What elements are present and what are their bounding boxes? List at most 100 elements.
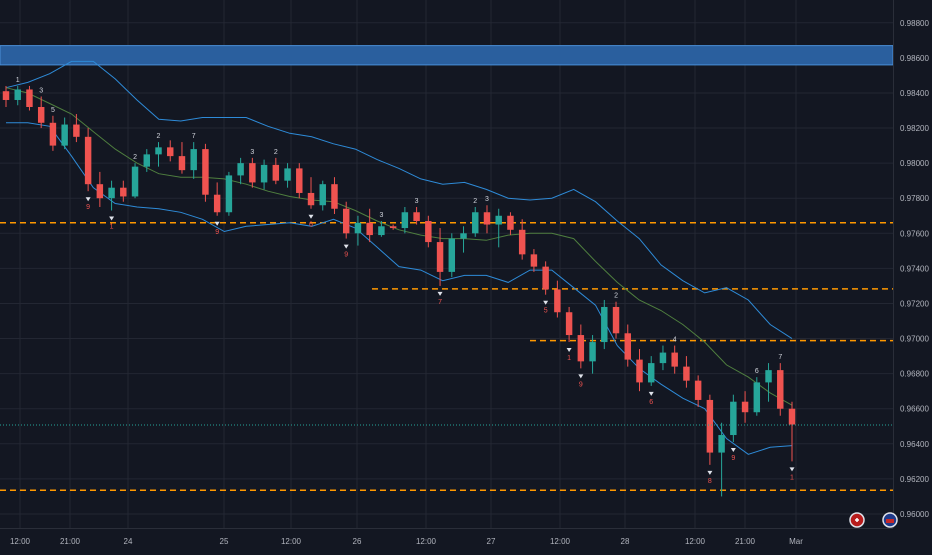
basis-line [5, 87, 793, 406]
setup-count-label: 9 [215, 229, 219, 236]
price-tick-label: 0.96800 [900, 370, 929, 379]
down-arrow-marker [707, 470, 713, 475]
time-tick-label: 27 [487, 537, 496, 546]
candle-body [542, 266, 549, 290]
candle-body [436, 242, 444, 272]
candle-body [190, 149, 197, 171]
candle-body [589, 342, 596, 362]
setup-count-label: 7 [438, 299, 442, 306]
candle-body [366, 222, 373, 236]
upper-band-line [5, 60, 793, 340]
candle-body [425, 221, 432, 243]
candle-body [671, 352, 678, 367]
candle-body [307, 192, 315, 206]
candle-body [61, 124, 68, 146]
candle-body [495, 215, 502, 225]
time-tick-label: 12:00 [685, 537, 706, 546]
price-tick-label: 0.98000 [900, 159, 929, 168]
plus-glyph-icon [855, 518, 859, 522]
setup-count-label: 7 [192, 133, 196, 140]
setup-count-label: 8 [708, 478, 712, 485]
candle-body [143, 154, 151, 167]
candle-body [272, 164, 280, 181]
candle-body [249, 163, 256, 183]
down-arrow-marker [566, 348, 572, 353]
candle-body [378, 226, 385, 236]
down-arrow-marker [730, 448, 736, 453]
time-tick-label: 12:00 [550, 537, 571, 546]
time-axis[interactable]: 12:00 21:00 24 25 12:00 26 12:00 27 12:00 28 12:00… [0, 528, 893, 547]
setup-count-label: 9 [579, 381, 583, 388]
setup-count-label: 6 [309, 222, 313, 229]
setup-count-label: 7 [778, 354, 782, 361]
candle-body [448, 238, 456, 272]
candle-body [741, 401, 749, 413]
time-tick-label: 25 [220, 537, 229, 546]
candle-body [659, 352, 667, 364]
down-arrow-marker [789, 467, 795, 472]
down-arrow-marker [578, 374, 584, 379]
down-arrow-marker [437, 291, 443, 296]
down-arrow-marker [648, 391, 654, 396]
candle-body [612, 306, 620, 334]
candle-body [155, 147, 162, 155]
candle-body [260, 164, 268, 183]
candle-body [26, 89, 33, 108]
down-arrow-marker [308, 214, 314, 219]
candle-body [225, 175, 233, 213]
candle-body [577, 335, 585, 362]
time-tick-label: 28 [621, 537, 630, 546]
setup-count-label: 6 [755, 368, 759, 375]
time-tick-label: 12:00 [10, 537, 31, 546]
candle-body [401, 212, 409, 229]
candle-body [178, 156, 186, 171]
zone-rect [0, 45, 894, 66]
time-tick-label: 21:00 [60, 537, 81, 546]
setup-count-label: 2 [614, 293, 618, 300]
price-axis[interactable]: 0.98800 0.98600 0.98400 0.98200 0.98000 0.978… [893, 0, 932, 550]
price-tick-label: 0.97800 [900, 194, 929, 203]
candle-body [507, 215, 514, 230]
down-arrow-marker [85, 197, 91, 202]
time-tick-label: 12:00 [281, 537, 302, 546]
candle-body [730, 401, 737, 436]
candle-body [120, 187, 127, 197]
down-arrow-marker [343, 244, 349, 249]
setup-count-label: 3 [415, 198, 419, 205]
candle-body [331, 184, 338, 209]
setup-count-label: 3 [39, 87, 43, 94]
bollinger-bands [5, 60, 793, 455]
setup-count-label: 2 [157, 133, 161, 140]
candle-body [683, 366, 690, 381]
price-tick-label: 0.97600 [900, 229, 929, 238]
candle-body [765, 370, 772, 383]
candle-body [202, 149, 209, 195]
setup-count-label: 9 [86, 204, 90, 211]
candle-body [167, 147, 174, 157]
setup-count-label: 3 [250, 149, 254, 156]
price-axis-bg [893, 0, 932, 550]
price-tick-label: 0.97000 [900, 335, 929, 344]
setup-count-label: 2 [274, 149, 278, 156]
candle-body [213, 194, 221, 213]
candle-body [601, 306, 608, 343]
down-arrow-marker [214, 221, 220, 226]
setup-count-label: 9 [731, 455, 735, 462]
setup-count-label: 5 [544, 308, 548, 315]
candle-body [753, 382, 761, 413]
time-tick-label: 21:00 [735, 537, 756, 546]
candle-body [84, 136, 92, 185]
setup-count-label: 3 [485, 196, 489, 203]
candle-body [413, 212, 420, 222]
setup-count-label: 3 [379, 212, 383, 219]
down-arrow-marker [109, 216, 115, 221]
setup-count-label: 1 [16, 77, 20, 84]
candle-body [472, 212, 479, 234]
time-tick-label: 24 [124, 537, 133, 546]
candle-body [554, 289, 561, 313]
candle-body [37, 107, 45, 123]
grid-lines [0, 0, 893, 528]
candle-body [636, 359, 643, 383]
